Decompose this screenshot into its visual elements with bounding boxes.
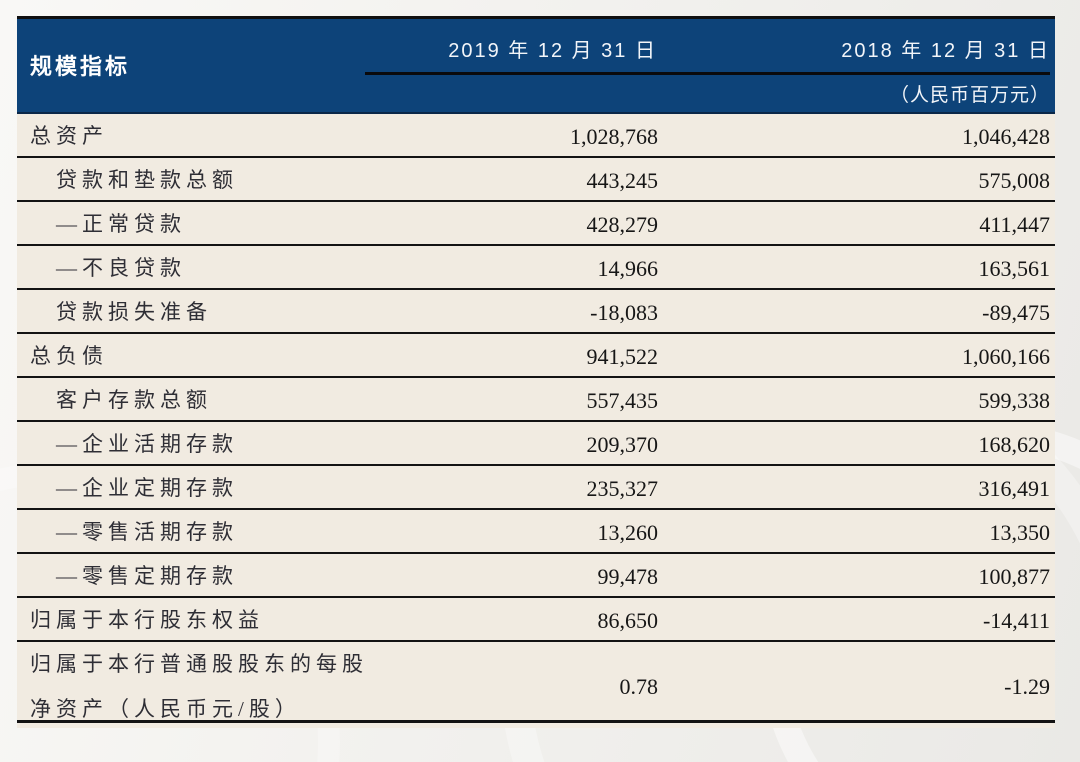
column-header-2018: 2018 年 12 月 31 日 [841,40,1050,62]
value-2019: 0.78 [619,674,659,699]
value-2019: -18,083 [590,299,658,325]
row-label: 贷款和垫款总额 [56,168,238,192]
value-2018: 100,877 [978,563,1051,589]
row-label: 客户存款总额 [56,388,212,412]
value-2018: 1,060,166 [962,343,1050,369]
value-2019: 86,650 [597,607,659,633]
row-label: —不良贷款 [56,256,186,280]
value-2018: 316,491 [978,475,1051,501]
table-row: 归属于本行股东权益 86,650 -14,411 [17,598,1055,642]
table-row: 贷款和垫款总额 443,245 575,008 [17,158,1055,202]
value-2019: 443,245 [586,167,659,193]
value-2019: 13,260 [597,519,659,545]
value-2018: -1.29 [1004,674,1050,699]
value-2018: 163,561 [978,255,1051,281]
value-2018: 168,620 [978,431,1051,457]
value-2019: 14,966 [597,255,659,281]
table-row: —零售定期存款 99,478 100,877 [17,554,1055,598]
table-row: —企业定期存款 235,327 316,491 [17,466,1055,510]
table-row: 总负债 941,522 1,060,166 [17,334,1055,378]
row-label: 总资产 [30,124,108,148]
table-header-title: 规模指标 [30,54,131,79]
row-label: 归属于本行股东权益 [30,608,264,632]
value-2018: 575,008 [978,167,1051,193]
row-label: 贷款损失准备 [56,300,212,324]
value-2019: 1,028,768 [570,123,658,149]
table-row: 贷款损失准备 -18,083 -89,475 [17,290,1055,334]
value-2018: 13,350 [989,519,1051,545]
table-body: 总资产 1,028,768 1,046,428 贷款和垫款总额 443,245 … [17,114,1055,728]
value-2019: 428,279 [586,211,659,237]
table-header: 规模指标 2019 年 12 月 31 日 2018 年 12 月 31 日 （… [17,19,1055,114]
table-row: 客户存款总额 557,435 599,338 [17,378,1055,422]
value-2019: 99,478 [597,563,659,589]
value-2018: 411,447 [979,211,1050,237]
row-label: —企业活期存款 [56,432,238,456]
table-row: 总资产 1,028,768 1,046,428 [17,114,1055,158]
financial-metrics-table: 规模指标 2019 年 12 月 31 日 2018 年 12 月 31 日 （… [17,16,1055,728]
currency-unit-note: （人民币百万元） [889,85,1050,106]
value-2018: -14,411 [982,607,1050,633]
row-label: —正常贷款 [56,212,186,236]
row-label: 总负债 [30,344,108,368]
header-underline [365,72,1050,75]
value-2019: 557,435 [586,387,659,413]
value-2019: 941,522 [586,343,659,369]
table-row: —不良贷款 14,966 163,561 [17,246,1055,290]
value-2019: 235,327 [586,475,659,501]
row-label: —企业定期存款 [56,476,238,500]
table-row: —正常贷款 428,279 411,447 [17,202,1055,246]
table-row: —企业活期存款 209,370 168,620 [17,422,1055,466]
row-label: —零售活期存款 [56,520,238,544]
column-header-2019: 2019 年 12 月 31 日 [448,40,657,62]
value-2018: -89,475 [982,299,1050,325]
table-row: 归属于本行普通股股东的每股 净资产（人民币元/股） 0.78 -1.29 [17,642,1055,723]
row-label: 归属于本行普通股股东的每股 净资产（人民币元/股） [30,652,368,721]
row-label: —零售定期存款 [56,564,238,588]
value-2019: 209,370 [586,431,659,457]
value-2018: 1,046,428 [962,123,1050,149]
value-2018: 599,338 [978,387,1051,413]
table-row: —零售活期存款 13,260 13,350 [17,510,1055,554]
